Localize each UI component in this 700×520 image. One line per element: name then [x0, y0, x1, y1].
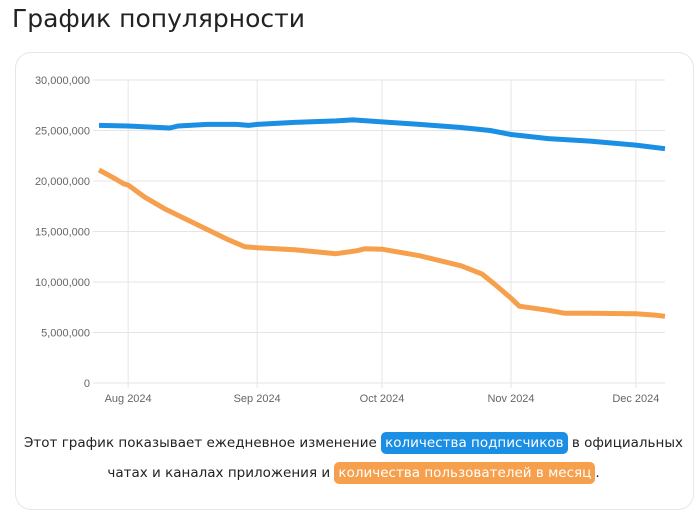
y-tick-label: 30,000,000: [35, 75, 90, 87]
x-tick-label: Dec 2024: [612, 393, 659, 405]
subscribers-line: [98, 117, 666, 152]
y-tick-label: 5,000,000: [41, 328, 90, 340]
y-tick-label: 10,000,000: [35, 277, 90, 289]
x-tick-label: Nov 2024: [487, 393, 534, 405]
y-tick-label: 15,000,000: [35, 227, 90, 239]
y-tick-label: 20,000,000: [35, 176, 90, 188]
monthly-users-highlight: количества пользователей в месяц: [334, 462, 596, 484]
x-tick-label: Sep 2024: [234, 393, 281, 405]
caption-text-2: в официальных чатах и каналах приложения…: [107, 435, 683, 481]
subscribers-highlight: количества подписчиков: [381, 432, 568, 454]
popularity-chart: 0 5,000,000 10,000,000 15,000,000 20,000,000…: [35, 75, 666, 405]
caption-text-1: Этот график показывает ежедневное измене…: [24, 435, 377, 451]
caption-text-3: .: [595, 465, 600, 481]
chart-caption: Этот график показывает ежедневное измене…: [15, 428, 692, 488]
x-tick-label: Oct 2024: [360, 393, 405, 405]
monthly-users-line: [97, 167, 666, 319]
x-tick-label: Aug 2024: [105, 393, 152, 405]
page-title: График популярности: [12, 4, 305, 33]
y-tick-label: 0: [84, 378, 90, 390]
y-tick-label: 25,000,000: [35, 126, 90, 138]
